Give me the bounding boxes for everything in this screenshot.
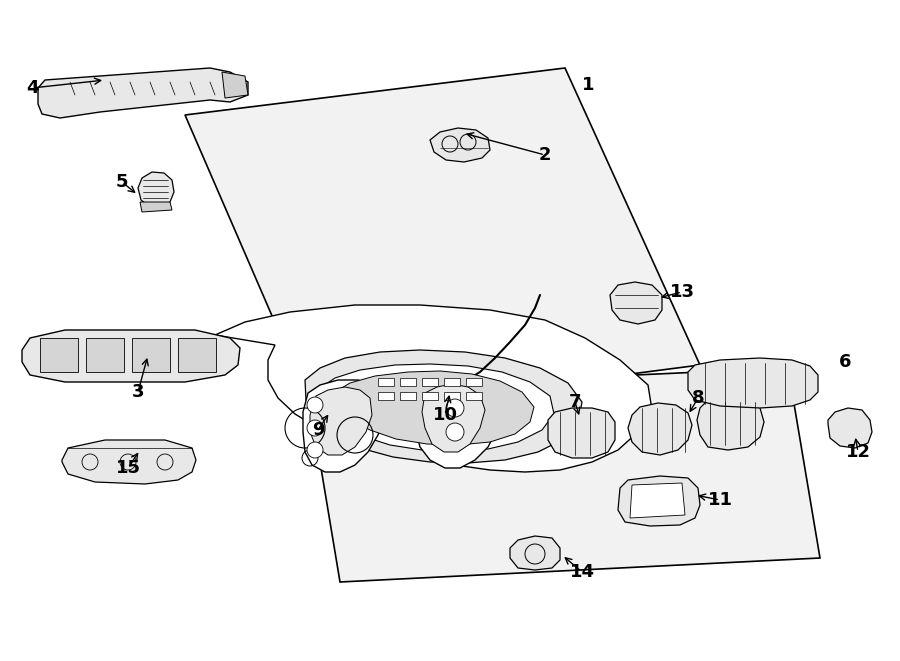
Polygon shape (215, 305, 652, 472)
Polygon shape (628, 403, 692, 455)
Text: 8: 8 (692, 389, 705, 407)
Polygon shape (466, 392, 482, 400)
Polygon shape (222, 72, 248, 98)
Polygon shape (688, 358, 818, 408)
Circle shape (307, 442, 323, 458)
Polygon shape (415, 378, 502, 468)
Polygon shape (422, 378, 438, 386)
Text: 10: 10 (433, 406, 457, 424)
Polygon shape (466, 378, 482, 386)
Text: 12: 12 (845, 443, 870, 461)
Polygon shape (140, 202, 172, 212)
Polygon shape (618, 476, 700, 526)
Text: 1: 1 (581, 76, 594, 94)
Polygon shape (308, 368, 820, 582)
Text: 9: 9 (311, 421, 324, 439)
Text: 5: 5 (116, 173, 128, 191)
Polygon shape (22, 330, 240, 382)
Polygon shape (138, 172, 174, 208)
Polygon shape (40, 338, 78, 372)
Polygon shape (630, 483, 685, 518)
Polygon shape (38, 68, 248, 118)
Text: 11: 11 (707, 491, 733, 509)
Text: 4: 4 (26, 79, 38, 97)
Polygon shape (444, 392, 460, 400)
Text: 7: 7 (569, 393, 581, 411)
Polygon shape (185, 68, 700, 415)
Text: 15: 15 (115, 459, 140, 477)
Text: 3: 3 (131, 383, 144, 401)
Text: 2: 2 (539, 146, 551, 164)
Polygon shape (305, 350, 582, 463)
Polygon shape (132, 338, 170, 372)
Polygon shape (610, 282, 662, 324)
Polygon shape (320, 364, 554, 451)
Polygon shape (400, 378, 416, 386)
Text: 6: 6 (839, 353, 851, 371)
Text: 14: 14 (570, 563, 595, 581)
Polygon shape (303, 380, 385, 472)
Polygon shape (422, 392, 438, 400)
Circle shape (307, 420, 323, 436)
Polygon shape (400, 392, 416, 400)
Polygon shape (378, 378, 394, 386)
Circle shape (446, 423, 464, 441)
Text: 13: 13 (670, 283, 695, 301)
Polygon shape (62, 440, 196, 484)
Polygon shape (422, 384, 485, 452)
Polygon shape (697, 396, 764, 450)
Polygon shape (828, 408, 872, 448)
Circle shape (446, 399, 464, 417)
Polygon shape (510, 536, 560, 570)
Polygon shape (548, 408, 615, 458)
Polygon shape (378, 392, 394, 400)
Polygon shape (430, 128, 490, 162)
Circle shape (307, 397, 323, 413)
Polygon shape (310, 387, 372, 455)
Polygon shape (335, 371, 534, 445)
Polygon shape (444, 378, 460, 386)
Polygon shape (178, 338, 216, 372)
Polygon shape (86, 338, 124, 372)
